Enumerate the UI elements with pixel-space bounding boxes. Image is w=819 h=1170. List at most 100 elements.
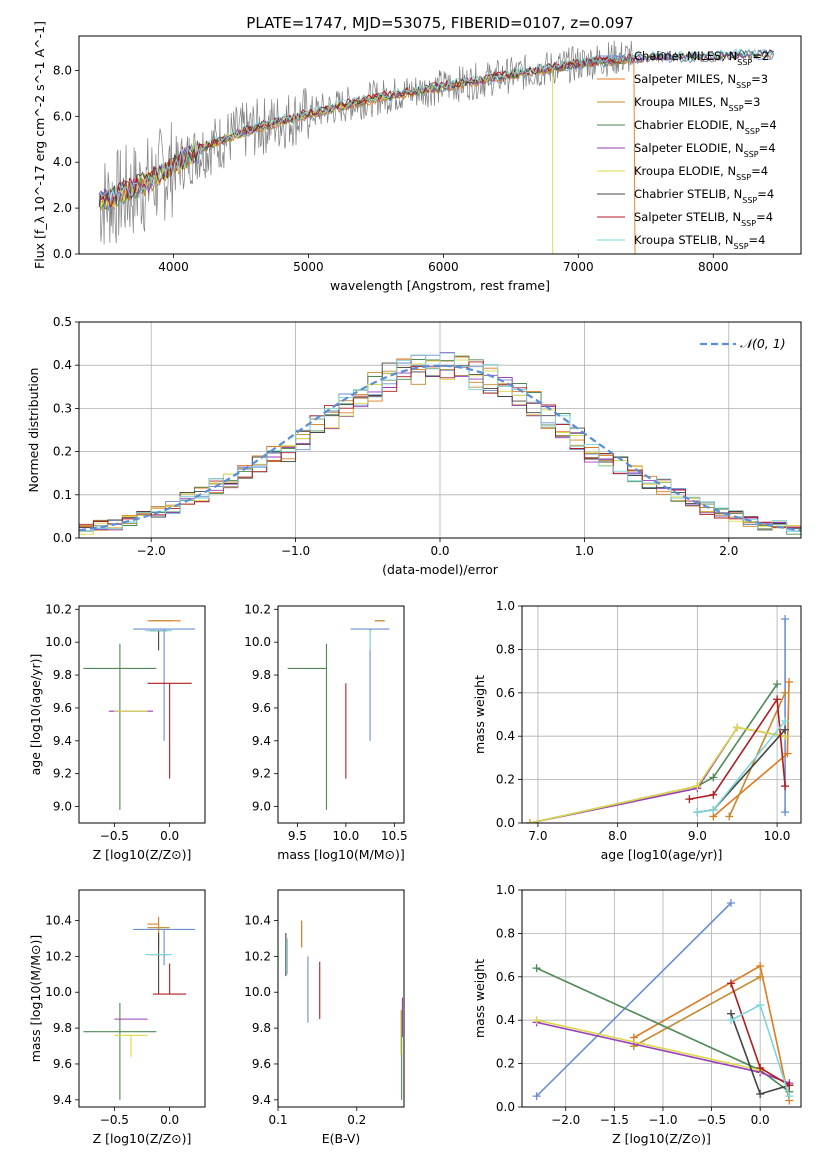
histogram-step-7 <box>79 361 801 538</box>
x-axis-label: age [log10(age/yr)] <box>601 847 723 862</box>
legend-label-7: Salpeter STELIB, NSSP=4 <box>634 210 773 228</box>
legend-label-8: Kroupa STELIB, NSSP=4 <box>634 233 765 251</box>
legend-label-6: Chabrier STELIB, NSSP=4 <box>634 187 774 205</box>
legend-label-3: Chabrier ELODIE, NSSP=4 <box>634 118 777 136</box>
y-tick-label: 10.0 <box>45 985 72 999</box>
axes-frame <box>78 605 206 824</box>
y-tick-label: 4.0 <box>53 155 72 169</box>
y-tick-label: 10.4 <box>244 913 271 927</box>
panel-z_weight: −2.0 −1.5 −1.0 −0.5 0.0 0.0 0.2 0.4 0.6 0.8 1.0 Z [… <box>472 883 802 1146</box>
x-tick-label: −2.0 <box>137 544 166 558</box>
y-tick-label: 9.4 <box>252 734 271 748</box>
y-tick-label: 9.6 <box>53 701 72 715</box>
weight-marker <box>785 1092 794 1101</box>
y-tick-label: 9.6 <box>252 1057 271 1071</box>
legend-label-2: Kroupa MILES, NSSP=3 <box>634 95 760 113</box>
x-tick-label: −1.0 <box>648 1113 677 1127</box>
weight-marker <box>733 723 742 732</box>
errorbar-point-0 <box>133 928 196 966</box>
panel-residuals: −2.0 −1.0 0.0 1.0 2.0 0.0 0.1 0.2 0.3 0.4 0.5 (data… <box>26 315 802 577</box>
axes-frame <box>521 889 802 1108</box>
y-tick-label: 0.2 <box>496 773 515 787</box>
y-tick-label: 6.0 <box>53 109 72 123</box>
weight-marker <box>727 899 736 908</box>
plot-area-z_age <box>83 620 196 810</box>
x-tick-label: 9.0 <box>688 829 707 843</box>
y-tick-label: 8.0 <box>53 63 72 77</box>
axes-frame <box>521 605 802 824</box>
weight-line-5 <box>536 1019 761 1071</box>
y-tick-label: 9.4 <box>252 1093 271 1107</box>
x-tick-label: 0.0 <box>430 544 449 558</box>
y-tick-label: 0.0 <box>496 1100 515 1114</box>
y-tick-label: 9.4 <box>53 734 72 748</box>
x-axis-label: mass [log10(M/M⊙)] <box>277 847 405 862</box>
errorbar-point-6 <box>149 933 168 995</box>
weight-line-5 <box>529 726 786 823</box>
x-tick-label: 10.0 <box>764 829 791 843</box>
plot-area-spectrum <box>98 40 775 254</box>
y-axis-label: age [log10(age/yr)] <box>28 654 43 776</box>
errorbar-point-7 <box>147 682 192 779</box>
weight-marker <box>773 680 782 689</box>
y-tick-label: 10.2 <box>244 602 271 616</box>
y-tick-label: 0.1 <box>53 488 72 502</box>
panel-age_weight: 7.0 8.0 9.0 10.0 0.0 0.2 0.4 0.6 0.8 1.0 age [log1… <box>472 599 802 862</box>
y-tick-label: 9.6 <box>53 1057 72 1071</box>
legend-label-1: Salpeter MILES, NSSP=3 <box>634 72 768 90</box>
y-tick-label: 9.8 <box>252 1021 271 1035</box>
y-tick-label: 2.0 <box>53 201 72 215</box>
axes-frame <box>277 605 405 824</box>
y-axis-label: Flux [f_λ 10^-17 erg cm^-2 s^-1 A^-1] <box>32 21 47 269</box>
x-tick-label: −1.5 <box>600 1113 629 1127</box>
x-tick-label: 0.0 <box>160 1113 179 1127</box>
x-tick-label: 6000 <box>428 260 459 274</box>
x-tick-label: 0.0 <box>160 829 179 843</box>
x-axis-label: E(B-V) <box>322 1131 361 1146</box>
y-tick-label: 9.2 <box>252 767 271 781</box>
x-tick-label: 8000 <box>698 260 729 274</box>
weight-line-4 <box>529 726 786 823</box>
weight-marker <box>629 1033 638 1042</box>
x-tick-label: 7000 <box>563 260 594 274</box>
x-tick-label: −0.5 <box>100 1113 129 1127</box>
spectrum-legend: Chabrier MILES, NSSP=2 Salpeter MILES, NS… <box>597 49 777 251</box>
axes-frame <box>277 889 405 1108</box>
weight-marker <box>785 1081 794 1090</box>
panel-z_mass: −0.5 0.0 9.4 9.6 9.8 10.0 10.2 10.4 Z [log10(Z/Z… <box>28 889 206 1146</box>
x-tick-label: 0.0 <box>751 1113 770 1127</box>
y-tick-label: 0.2 <box>496 1057 515 1071</box>
y-tick-label: 9.2 <box>53 767 72 781</box>
axes-frame <box>78 35 802 255</box>
weight-marker <box>727 1016 736 1025</box>
y-tick-label: 0.8 <box>496 642 515 656</box>
axes-frame <box>78 321 802 539</box>
panel-spectrum: 4000 5000 6000 7000 8000 0.0 2.0 4.0 6.0 8.0 wavel… <box>32 21 802 293</box>
y-tick-label: 10.4 <box>45 913 72 927</box>
y-tick-label: 9.0 <box>53 800 72 814</box>
x-tick-label: 2.0 <box>719 544 738 558</box>
figure-title: PLATE=1747, MJD=53075, FIBERID=0107, z=0… <box>246 14 633 32</box>
x-axis-label: Z [log10(Z/Z⊙)] <box>612 1131 711 1146</box>
x-tick-label: 4000 <box>158 260 189 274</box>
x-axis-label: Z [log10(Z/Z⊙)] <box>93 847 192 862</box>
plot-area-mass_age <box>287 620 390 810</box>
y-tick-label: 10.0 <box>244 635 271 649</box>
axes-frame <box>78 889 206 1108</box>
legend-label-4: Salpeter ELODIE, NSSP=4 <box>634 141 776 159</box>
y-tick-label: 10.2 <box>244 949 271 963</box>
y-tick-label: 10.0 <box>45 635 72 649</box>
y-tick-label: 0.8 <box>496 926 515 940</box>
weight-marker <box>783 749 792 758</box>
weight-marker <box>725 812 734 821</box>
errorbar-point-1 <box>147 916 160 951</box>
plot-area-residuals <box>79 322 801 538</box>
plot-area-z_mass <box>83 916 196 1100</box>
errorbar-point-7 <box>153 963 187 995</box>
weight-marker <box>727 979 736 988</box>
weight-marker <box>532 1092 541 1101</box>
x-tick-label: 5000 <box>293 260 324 274</box>
errorbar-point-5 <box>114 1034 148 1057</box>
spectrum-model-line-1 <box>98 58 636 254</box>
